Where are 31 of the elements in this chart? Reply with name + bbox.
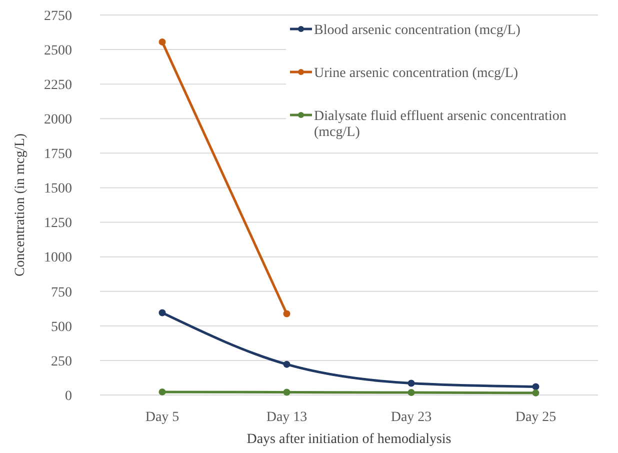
point xyxy=(158,309,166,316)
y-axis-title: Concentration (in mcg/L) xyxy=(13,133,28,277)
y-tick-label: 2750 xyxy=(44,8,72,24)
y-tick-label: 500 xyxy=(51,320,72,335)
x-tick-label: Day 23 xyxy=(390,410,432,425)
x-tick-label: Day 5 xyxy=(145,410,180,425)
legend-label: Urine arsenic concentration (mcg/L) xyxy=(314,66,518,81)
y-tick-label: 1250 xyxy=(44,216,72,232)
y-tick-label: 1500 xyxy=(44,182,72,197)
x-tick-label: Day 25 xyxy=(515,410,556,425)
y-tick-label: 250 xyxy=(51,354,72,370)
legend-label: Blood arsenic concentration (mcg/L) xyxy=(314,22,521,38)
point xyxy=(283,360,290,368)
point xyxy=(158,38,166,46)
y-tick-label: 750 xyxy=(51,285,72,300)
y-tick-label: 2250 xyxy=(44,78,72,93)
y-tick-label: 1750 xyxy=(44,147,72,162)
y-tick-label: 2000 xyxy=(44,112,72,128)
legend-label: Dialysate fluid effluent arsenic concentration (mcg/L) xyxy=(314,108,566,140)
point xyxy=(283,310,290,318)
y-tick-label: 2500 xyxy=(44,43,72,58)
point xyxy=(283,388,290,396)
point xyxy=(532,383,540,390)
point xyxy=(408,389,415,396)
point xyxy=(408,380,415,387)
y-tick-label: 0 xyxy=(65,388,72,404)
point xyxy=(158,388,166,396)
y-tick-label: 1000 xyxy=(44,250,72,266)
x-axis-title: Days after initiation of hemodialysis xyxy=(246,432,452,447)
point xyxy=(532,389,540,396)
x-tick-label: Day 13 xyxy=(266,410,308,425)
